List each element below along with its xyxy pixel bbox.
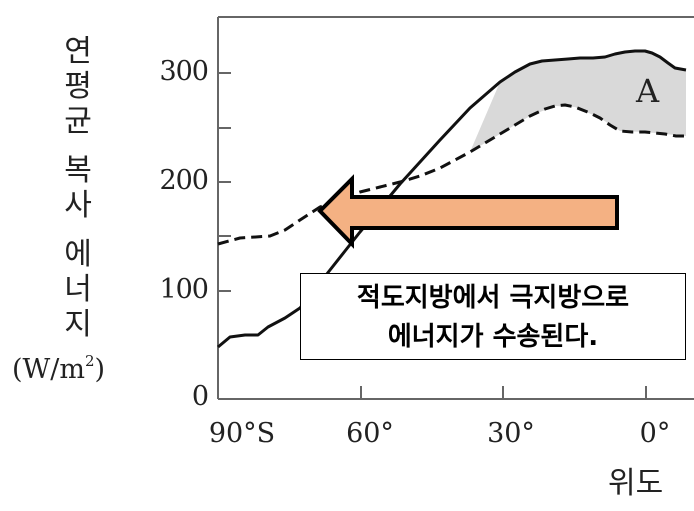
y-axis-label: 연 평 균 복 사 에 너 지 <box>58 34 98 342</box>
x-tick-0: 0° <box>639 418 671 449</box>
y-axis-label-char: 평 <box>64 69 92 104</box>
y-tick-200: 200 <box>159 165 209 196</box>
transport-arrow <box>317 174 619 249</box>
y-unit-base: (W/m <box>12 354 85 385</box>
y-unit-close: ) <box>94 354 106 385</box>
absorbed-energy-line <box>217 49 687 349</box>
y-unit-exponent: 2 <box>84 352 95 370</box>
y-axis-label-char: 너 <box>64 272 92 307</box>
y-axis-label-char: 지 <box>64 307 92 342</box>
emitted-energy-line <box>217 103 686 246</box>
y-axis-label-char: 균 <box>64 104 92 139</box>
x-tick-60: 60° <box>346 418 394 449</box>
x-tick-30: 30° <box>487 418 535 449</box>
region-a-fill <box>470 51 686 152</box>
x-tick-90s: 90°S <box>208 418 276 449</box>
annotation-line-2: 에너지가 수송된다. <box>387 322 599 352</box>
x-axis-label: 위도 <box>608 466 664 501</box>
y-axis-label-char: 복 <box>64 153 92 188</box>
y-tick-100: 100 <box>159 274 209 305</box>
y-axis-label-char: 연 <box>64 34 92 69</box>
annotation-line-1: 적도지방에서 극지방으로 <box>356 283 630 313</box>
y-axis-unit: (W/m2) <box>12 352 105 385</box>
axes <box>217 16 694 400</box>
annotation-textbox: 적도지방에서 극지방으로 에너지가 수송된다. <box>300 273 686 360</box>
y-tick-0: 0 <box>191 381 209 412</box>
y-axis-label-char: 에 <box>64 237 92 272</box>
region-a-label: A <box>636 72 660 110</box>
y-tick-300: 300 <box>159 56 209 87</box>
y-axis-label-char: 사 <box>64 188 92 223</box>
